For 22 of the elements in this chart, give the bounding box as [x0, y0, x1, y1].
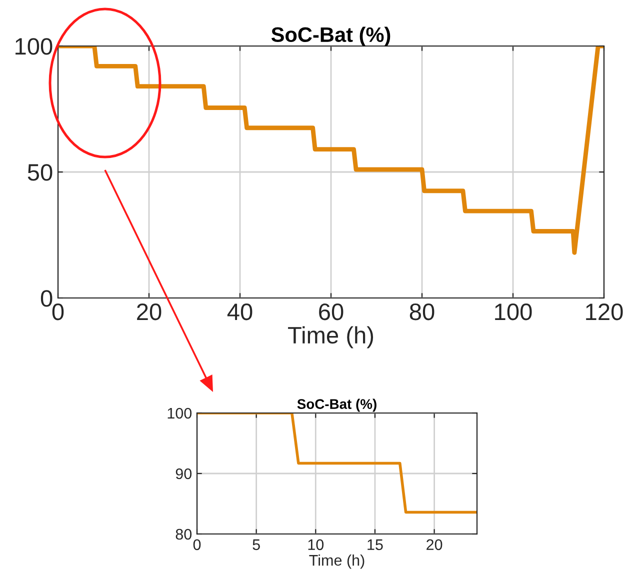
x-tick-label: 0	[193, 539, 201, 550]
x-tick-label: 15	[368, 539, 383, 550]
y-tick-label: 100	[16, 38, 52, 55]
x-axis-title: Time (h)	[288, 326, 374, 348]
x-tick-label: 100	[495, 303, 532, 320]
x-tick-label: 0	[52, 303, 64, 320]
x-tick-label: 60	[319, 303, 344, 320]
chart-title: SoC-Bat (%)	[271, 26, 390, 46]
x-tick-label: 20	[137, 303, 162, 320]
x-tick-label: 10	[308, 539, 324, 550]
x-axis-title: Time (h)	[309, 554, 364, 569]
chart-title: SoC-Bat (%)	[297, 398, 376, 412]
x-tick-label: 40	[227, 303, 252, 320]
x-tick-label: 5	[252, 539, 260, 550]
y-tick-label: 50	[28, 164, 52, 181]
y-tick-label: 100	[168, 408, 192, 419]
x-tick-label: 80	[410, 303, 434, 320]
x-tick-label: 20	[426, 539, 442, 550]
y-tick-label: 90	[176, 468, 192, 480]
y-tick-label: 80	[176, 528, 192, 540]
x-tick-label: 120	[586, 303, 623, 320]
y-tick-label: 0	[40, 290, 52, 307]
